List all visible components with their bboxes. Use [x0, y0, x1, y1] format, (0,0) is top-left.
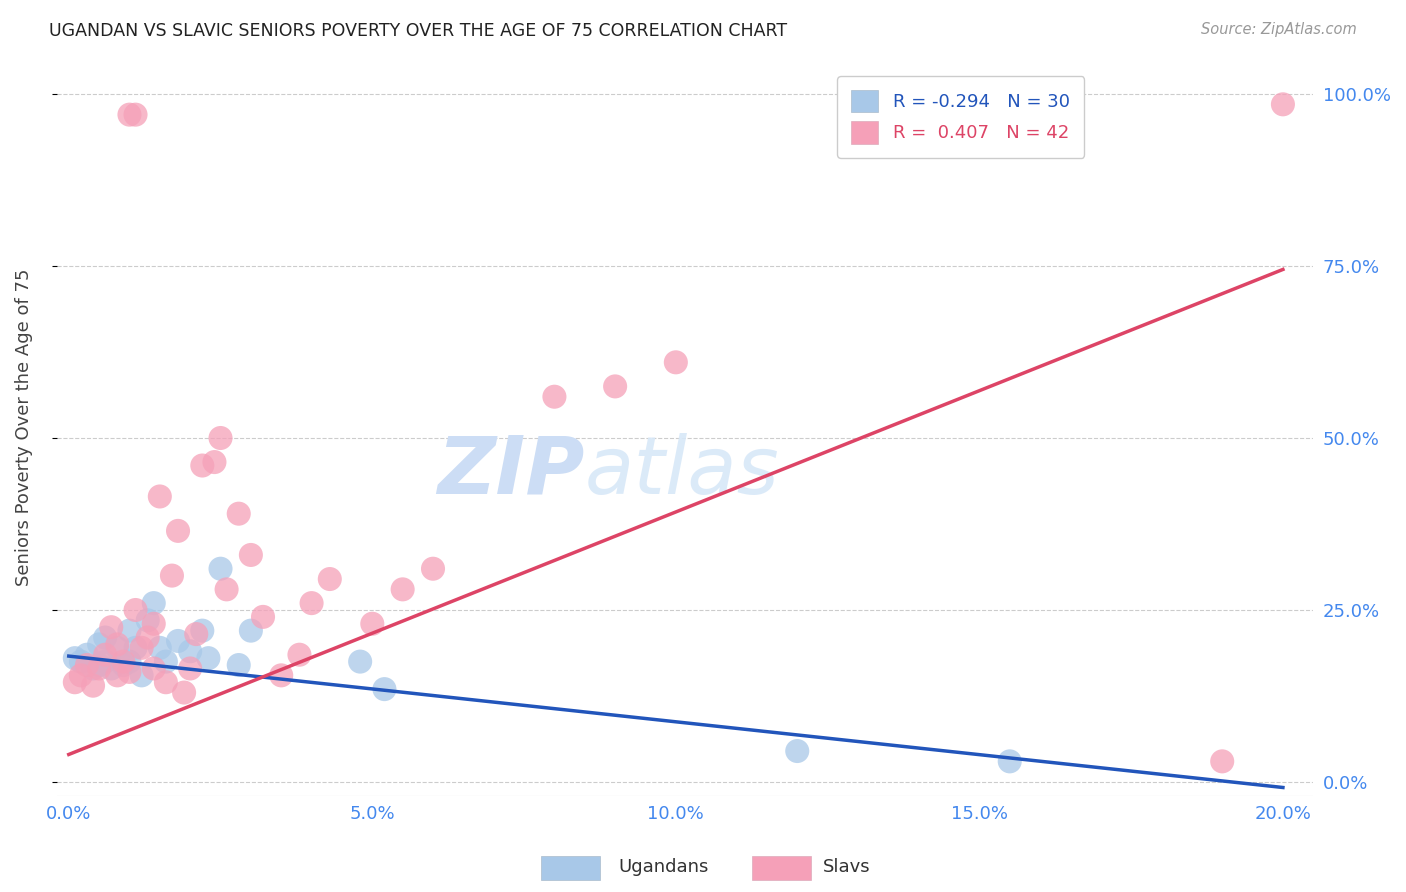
Point	[124, 640, 146, 655]
Text: atlas: atlas	[585, 433, 779, 511]
Point	[301, 596, 323, 610]
Point	[1271, 97, 1294, 112]
Point	[112, 655, 135, 669]
Point	[373, 682, 395, 697]
Point	[149, 640, 172, 655]
Point	[422, 562, 444, 576]
Point	[361, 616, 384, 631]
Text: UGANDAN VS SLAVIC SENIORS POVERTY OVER THE AGE OF 75 CORRELATION CHART: UGANDAN VS SLAVIC SENIORS POVERTY OVER T…	[49, 22, 787, 40]
Point	[118, 624, 141, 638]
Point	[70, 668, 93, 682]
Point	[288, 648, 311, 662]
Point	[605, 379, 627, 393]
Point	[160, 568, 183, 582]
Point	[142, 616, 165, 631]
Point	[173, 685, 195, 699]
Point	[155, 675, 177, 690]
Point	[136, 613, 159, 627]
Point	[665, 355, 688, 369]
Point	[124, 603, 146, 617]
Point	[131, 640, 153, 655]
Point	[349, 655, 371, 669]
Text: Ugandans: Ugandans	[619, 858, 709, 876]
Point	[215, 582, 238, 597]
Point	[186, 627, 208, 641]
Point	[87, 658, 110, 673]
Point	[319, 572, 342, 586]
Point	[105, 640, 128, 655]
Point	[239, 624, 262, 638]
Text: Source: ZipAtlas.com: Source: ZipAtlas.com	[1201, 22, 1357, 37]
Point	[149, 490, 172, 504]
Point	[197, 651, 219, 665]
Point	[112, 658, 135, 673]
Point	[105, 668, 128, 682]
Point	[94, 655, 117, 669]
Point	[94, 648, 117, 662]
Point	[136, 631, 159, 645]
Point	[63, 675, 86, 690]
Point	[105, 637, 128, 651]
Point	[82, 661, 104, 675]
Point	[228, 658, 250, 673]
Text: Slavs: Slavs	[823, 858, 870, 876]
Point	[191, 458, 214, 473]
Text: ZIP: ZIP	[437, 433, 585, 511]
Y-axis label: Seniors Poverty Over the Age of 75: Seniors Poverty Over the Age of 75	[15, 268, 32, 586]
Point	[142, 661, 165, 675]
Point	[167, 634, 190, 648]
Point	[252, 610, 274, 624]
Point	[191, 624, 214, 638]
Point	[124, 108, 146, 122]
Point	[543, 390, 565, 404]
Point	[228, 507, 250, 521]
Point	[155, 655, 177, 669]
Point	[118, 108, 141, 122]
Point	[998, 755, 1021, 769]
Point	[209, 431, 232, 445]
Point	[100, 661, 122, 675]
Point	[142, 596, 165, 610]
Point	[239, 548, 262, 562]
Point	[100, 620, 122, 634]
Legend: R = -0.294   N = 30, R =  0.407   N = 42: R = -0.294 N = 30, R = 0.407 N = 42	[837, 76, 1084, 158]
Point	[82, 679, 104, 693]
Point	[179, 661, 201, 675]
Point	[118, 655, 141, 669]
Point	[167, 524, 190, 538]
Point	[87, 637, 110, 651]
Point	[209, 562, 232, 576]
Point	[204, 455, 226, 469]
Point	[76, 648, 98, 662]
Point	[87, 661, 110, 675]
Point	[118, 665, 141, 679]
Point	[786, 744, 808, 758]
Point	[63, 651, 86, 665]
Point	[179, 644, 201, 658]
Point	[76, 658, 98, 673]
Point	[131, 668, 153, 682]
Point	[94, 631, 117, 645]
Point	[270, 668, 292, 682]
Point	[1211, 755, 1233, 769]
Point	[391, 582, 413, 597]
Point	[70, 655, 93, 669]
